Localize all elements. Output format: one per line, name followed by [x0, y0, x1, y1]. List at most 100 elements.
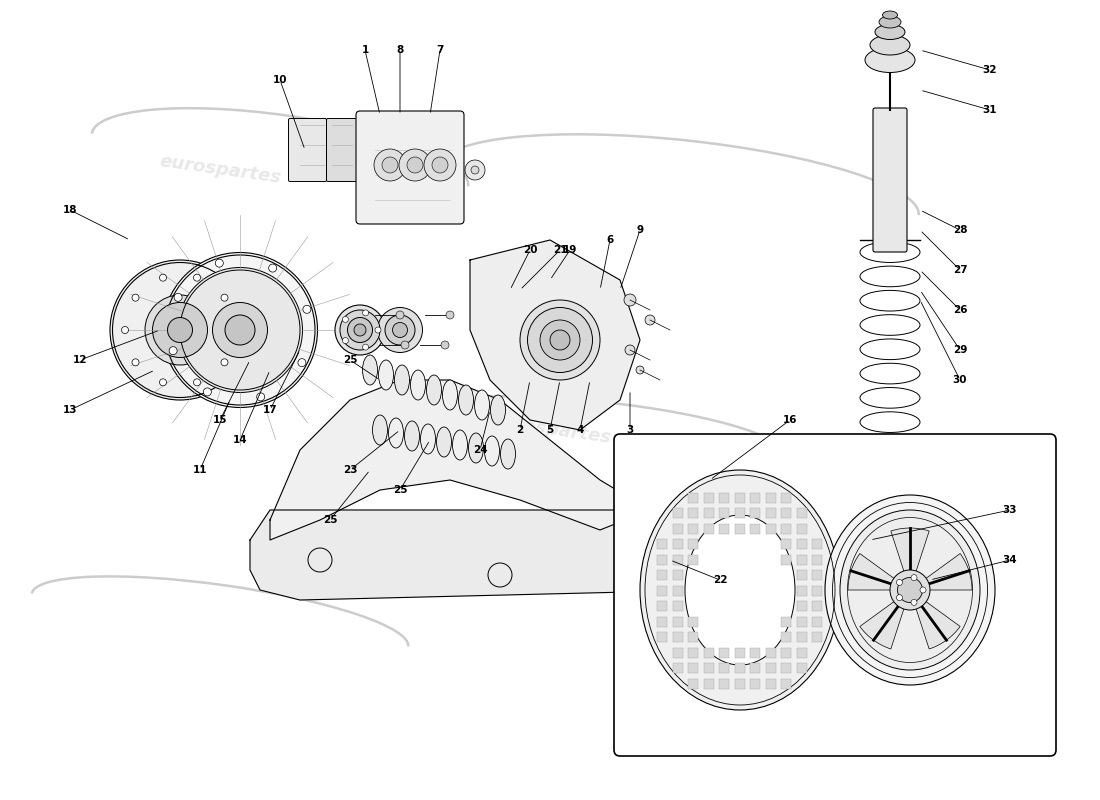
Circle shape	[920, 587, 926, 593]
Circle shape	[363, 344, 368, 350]
Bar	[672, 554, 682, 565]
Circle shape	[132, 294, 139, 301]
Bar	[657, 586, 667, 595]
Ellipse shape	[145, 295, 214, 365]
Text: 1: 1	[362, 45, 369, 55]
Bar	[672, 601, 682, 611]
Bar	[672, 617, 682, 626]
Text: 15: 15	[212, 415, 228, 425]
Circle shape	[375, 327, 381, 333]
Ellipse shape	[336, 305, 385, 355]
Circle shape	[896, 594, 902, 601]
Bar	[750, 523, 760, 534]
Bar	[766, 523, 775, 534]
Ellipse shape	[484, 436, 499, 466]
Circle shape	[407, 157, 424, 173]
Bar	[735, 678, 745, 689]
Ellipse shape	[865, 585, 915, 635]
Circle shape	[342, 338, 349, 343]
Ellipse shape	[377, 307, 422, 353]
Bar	[781, 663, 791, 673]
FancyBboxPatch shape	[614, 434, 1056, 756]
Bar	[688, 617, 698, 626]
Text: 25: 25	[322, 515, 338, 525]
Circle shape	[441, 341, 449, 349]
Circle shape	[645, 315, 654, 325]
Bar	[688, 493, 698, 502]
Bar	[704, 663, 714, 673]
Circle shape	[465, 160, 485, 180]
Circle shape	[636, 366, 644, 374]
Circle shape	[396, 311, 404, 319]
Bar	[781, 632, 791, 642]
Ellipse shape	[378, 360, 394, 390]
Ellipse shape	[685, 515, 795, 665]
Bar	[704, 493, 714, 502]
Bar	[781, 508, 791, 518]
Ellipse shape	[879, 16, 901, 28]
Bar	[796, 632, 806, 642]
Ellipse shape	[153, 302, 208, 358]
Ellipse shape	[865, 47, 915, 73]
FancyBboxPatch shape	[327, 118, 358, 182]
Text: 25: 25	[343, 355, 358, 365]
Bar	[735, 493, 745, 502]
Bar	[812, 570, 822, 580]
Circle shape	[424, 149, 456, 181]
Ellipse shape	[870, 35, 910, 55]
Ellipse shape	[437, 427, 451, 457]
Bar	[812, 586, 822, 595]
Circle shape	[432, 157, 448, 173]
Bar	[672, 663, 682, 673]
Bar	[704, 647, 714, 658]
Text: 17: 17	[263, 405, 277, 415]
Circle shape	[363, 310, 368, 316]
Bar	[657, 570, 667, 580]
Ellipse shape	[410, 370, 426, 400]
Circle shape	[169, 346, 177, 354]
Bar	[672, 647, 682, 658]
Ellipse shape	[520, 300, 600, 380]
Bar	[812, 554, 822, 565]
Text: 14: 14	[233, 435, 248, 445]
FancyBboxPatch shape	[873, 108, 908, 252]
Circle shape	[216, 259, 223, 267]
Text: 21: 21	[552, 245, 568, 255]
Polygon shape	[470, 240, 640, 430]
Ellipse shape	[167, 318, 192, 342]
Bar	[812, 539, 822, 549]
Wedge shape	[848, 554, 910, 590]
Bar	[812, 632, 822, 642]
Bar	[766, 508, 775, 518]
Ellipse shape	[226, 315, 255, 345]
Circle shape	[174, 294, 183, 302]
Text: 19: 19	[563, 245, 578, 255]
Bar	[719, 678, 729, 689]
Bar	[796, 570, 806, 580]
Text: 23: 23	[343, 465, 358, 475]
Bar	[688, 678, 698, 689]
Ellipse shape	[825, 495, 996, 685]
Bar	[672, 570, 682, 580]
Text: 12: 12	[73, 355, 87, 365]
Circle shape	[256, 393, 265, 401]
Polygon shape	[270, 380, 650, 540]
Text: 13: 13	[63, 405, 77, 415]
Circle shape	[268, 264, 277, 272]
Circle shape	[374, 149, 406, 181]
Bar	[796, 663, 806, 673]
Bar	[719, 523, 729, 534]
Text: 22: 22	[713, 575, 727, 585]
Text: 32: 32	[982, 65, 998, 75]
Polygon shape	[250, 510, 750, 600]
Ellipse shape	[110, 260, 250, 400]
Text: 9: 9	[637, 225, 644, 235]
Text: 7: 7	[437, 45, 443, 55]
Bar	[719, 508, 729, 518]
Circle shape	[160, 379, 166, 386]
Text: 2: 2	[516, 425, 524, 435]
Text: 25: 25	[393, 485, 407, 495]
Text: 28: 28	[953, 225, 967, 235]
Circle shape	[231, 326, 239, 334]
Bar	[672, 632, 682, 642]
